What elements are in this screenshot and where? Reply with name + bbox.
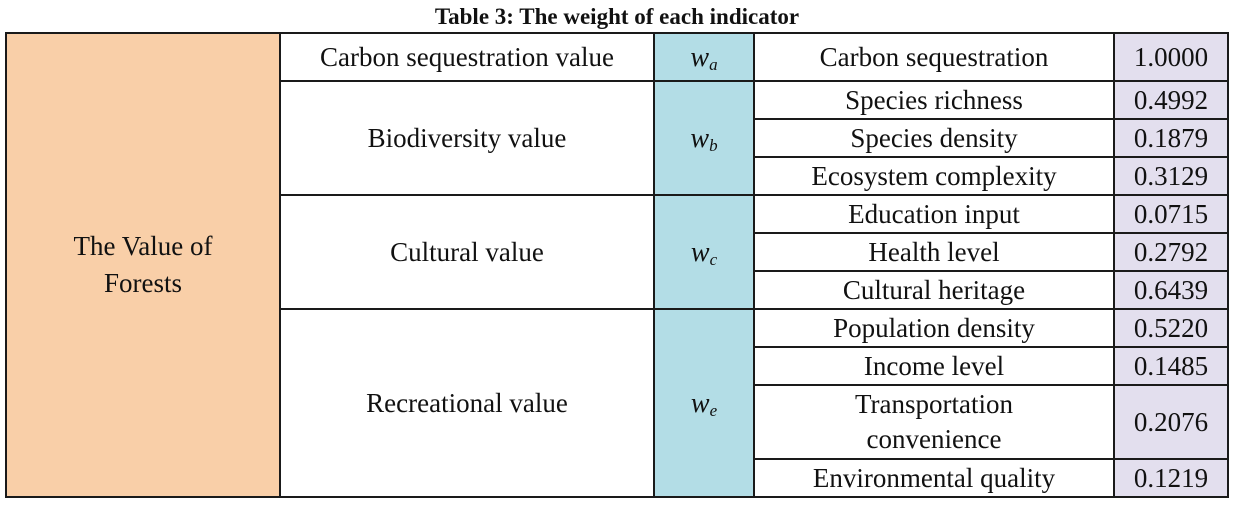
weight-value: 0.4992	[1133, 85, 1209, 115]
indicator-label: Income level	[863, 351, 1005, 381]
table-row: Biodiversity value wb Species richness 0…	[6, 80, 1229, 196]
weight-value-cell: 0.5220	[1113, 308, 1229, 348]
indicator-label: Environmental quality	[812, 463, 1056, 493]
root-category-label: The Value of Forests	[73, 231, 213, 298]
category-cell: Cultural value	[279, 194, 655, 310]
indicator-label: Species richness	[845, 85, 1023, 115]
category-label: Biodiversity value	[367, 123, 567, 153]
weight-value: 0.6439	[1133, 275, 1209, 305]
weight-value: 0.0715	[1133, 199, 1209, 229]
weight-value-cell: 0.2076	[1113, 384, 1229, 460]
weight-symbol: we	[690, 387, 718, 420]
weight-value-cell: 0.2792	[1113, 232, 1229, 272]
indicator-label: Education input	[848, 199, 1020, 229]
table-row: Recreational value we Population density…	[6, 308, 1229, 498]
weight-value: 0.2792	[1133, 237, 1209, 267]
weight-value: 0.5220	[1133, 313, 1209, 343]
indicator-label: Health level	[868, 237, 1000, 267]
indicator-cell: Species density	[753, 118, 1115, 158]
weight-value-cell: 0.1485	[1113, 346, 1229, 386]
weight-symbol-cell: we	[653, 308, 755, 498]
weight-value-cell: 0.6439	[1113, 270, 1229, 310]
indicator-cell: Transportation convenience	[753, 384, 1115, 460]
table-row: Income level 0.1485	[6, 346, 1229, 386]
indicator-cell: Ecosystem complexity	[753, 156, 1115, 196]
indicator-label: Carbon sequestration	[819, 42, 1049, 72]
indicator-label: Ecosystem complexity	[811, 161, 1057, 191]
category-cell: Biodiversity value	[279, 80, 655, 196]
table-row: Species density 0.1879	[6, 118, 1229, 158]
table-caption: Table 3: The weight of each indicator	[434, 4, 800, 29]
weight-value: 1.0000	[1133, 42, 1209, 72]
root-category-cell: The Value of Forests	[5, 32, 281, 498]
weight-symbol-cell: wc	[653, 194, 755, 310]
indicator-cell: Environmental quality	[753, 458, 1115, 498]
weight-value: 0.1879	[1133, 123, 1209, 153]
category-label: Carbon sequestration value	[320, 42, 614, 72]
weight-value-cell: 0.4992	[1113, 80, 1229, 120]
indicator-weights-table: The Value of Forests Carbon sequestratio…	[5, 32, 1229, 498]
indicator-label: Cultural heritage	[842, 275, 1026, 305]
weight-symbol: wb	[690, 122, 718, 155]
weight-symbol-cell: wa	[653, 32, 755, 82]
indicator-cell: Income level	[753, 346, 1115, 386]
table-row: Environmental quality 0.1219	[6, 458, 1229, 498]
category-cell: Carbon sequestration value	[279, 32, 655, 82]
indicator-cell: Cultural heritage	[753, 270, 1115, 310]
category-cell: Recreational value	[279, 308, 655, 498]
weight-symbol-cell: wb	[653, 80, 755, 196]
indicator-label: Population density	[833, 313, 1035, 343]
weight-symbol: wc	[690, 236, 718, 269]
table-row: Cultural value wc Education input 0.0715	[6, 194, 1229, 310]
indicator-cell: Carbon sequestration	[753, 32, 1115, 82]
weight-value: 0.3129	[1133, 161, 1209, 191]
weight-value-cell: 0.0715	[1113, 194, 1229, 234]
indicator-cell: Population density	[753, 308, 1115, 348]
table-row: Ecosystem complexity 0.3129	[6, 156, 1229, 196]
weight-value-cell: 0.1879	[1113, 118, 1229, 158]
weight-value: 0.2076	[1133, 407, 1209, 437]
indicator-cell: Health level	[753, 232, 1115, 272]
table-row: Cultural heritage 0.6439	[6, 270, 1229, 310]
category-label: Recreational value	[366, 388, 568, 418]
indicator-cell: Education input	[753, 194, 1115, 234]
indicator-label: Species density	[850, 123, 1018, 153]
weight-value-cell: 1.0000	[1113, 32, 1229, 82]
table-row: The Value of Forests Carbon sequestratio…	[5, 32, 1229, 498]
table-row: Health level 0.2792	[6, 232, 1229, 272]
weight-value: 0.1219	[1133, 463, 1209, 493]
weight-value: 0.1485	[1133, 351, 1209, 381]
indicator-cell: Species richness	[753, 80, 1115, 120]
weight-symbol: wa	[690, 41, 718, 74]
indicator-label: Transportation convenience	[854, 389, 1013, 454]
table-row: Transportation convenience 0.2076	[6, 384, 1229, 460]
weight-value-cell: 0.3129	[1113, 156, 1229, 196]
category-label: Cultural value	[390, 237, 544, 267]
weight-value-cell: 0.1219	[1113, 458, 1229, 498]
